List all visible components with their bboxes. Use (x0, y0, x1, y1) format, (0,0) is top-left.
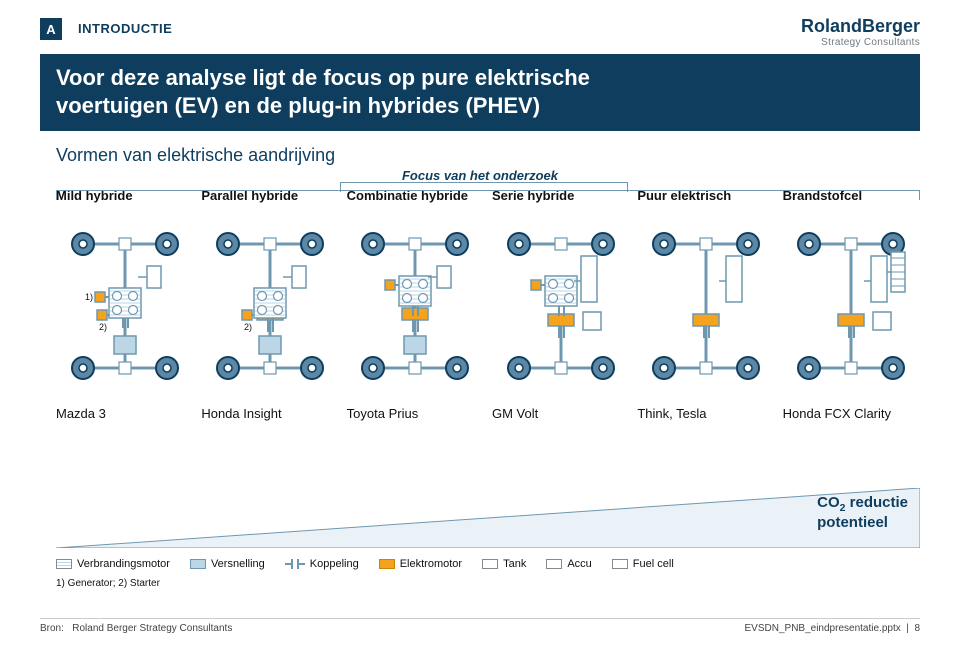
example-2: Toyota Prius (347, 406, 484, 421)
section-badge: A (40, 18, 62, 40)
subheading: Vormen van elektrische aandrijving (0, 145, 960, 168)
legend-swatch-engine (56, 559, 72, 569)
examples-row: Mazda 3 Honda Insight Toyota Prius GM Vo… (0, 386, 960, 421)
legend-item-tank: Tank (482, 558, 526, 570)
legend-label-gearbox: Versnelling (211, 558, 265, 570)
legend-label-tank: Tank (503, 558, 526, 570)
legend-label-battery: Accu (567, 558, 591, 570)
legend: Verbrandingsmotor Versnelling Koppeling Ele… (56, 558, 920, 570)
title-line2: voertuigen (EV) en de plug-in hybrides (… (56, 92, 904, 120)
footer-filename: EVSDN_PNB_eindpresentatie.pptx (745, 623, 901, 634)
svg-text:1): 1) (85, 292, 93, 302)
co2-wedge: CO2 reductie potentieel (56, 488, 920, 548)
legend-label-motor: Elektromotor (400, 558, 462, 570)
legend-item-engine: Verbrandingsmotor (56, 558, 170, 570)
svg-text:2): 2) (244, 322, 252, 332)
diagram-fcev (783, 226, 920, 386)
example-1: Honda Insight (201, 406, 338, 421)
example-3: GM Volt (492, 406, 629, 421)
co2-label: CO2 reductie potentieel (817, 494, 908, 531)
footer-page: 8 (914, 623, 920, 634)
svg-text:2): 2) (99, 322, 107, 332)
bracket-focus (340, 182, 628, 192)
example-0: Mazda 3 (56, 406, 193, 421)
diagrams-row: 2) 1) 2) (0, 222, 960, 386)
diagram-bev (637, 226, 774, 386)
diagram-mild: 2) 1) (56, 226, 193, 386)
legend-swatch-gearbox (190, 559, 206, 569)
brand-logo-sub: Strategy Consultants (801, 37, 920, 48)
brand-logo-top: RolandBerger (801, 16, 920, 37)
diagram-serie (492, 226, 629, 386)
section-label: INTRODUCTIE (78, 18, 172, 36)
diagram-combi (347, 226, 484, 386)
legend-label-fuelcell: Fuel cell (633, 558, 674, 570)
source-text: Roland Berger Strategy Consultants (72, 623, 232, 634)
example-4: Think, Tesla (637, 406, 774, 421)
legend-swatch-motor (379, 559, 395, 569)
legend-swatch-clutch (285, 558, 305, 570)
legend-item-clutch: Koppeling (285, 558, 359, 570)
legend-swatch-tank (482, 559, 498, 569)
footnote: 1) Generator; 2) Starter (56, 578, 160, 589)
focus-label: Focus van het onderzoek (330, 168, 630, 183)
legend-item-motor: Elektromotor (379, 558, 462, 570)
legend-item-gearbox: Versnelling (190, 558, 265, 570)
legend-swatch-fuelcell (612, 559, 628, 569)
legend-label-clutch: Koppeling (310, 558, 359, 570)
diagram-parallel: 2) (201, 226, 338, 386)
title-band: Voor deze analyse ligt de focus op pure … (40, 54, 920, 131)
legend-swatch-battery (546, 559, 562, 569)
footer: Bron: Roland Berger Strategy Consultants… (40, 618, 920, 634)
legend-label-engine: Verbrandingsmotor (77, 558, 170, 570)
example-5: Honda FCX Clarity (783, 406, 920, 421)
brand-logo: RolandBerger Strategy Consultants (801, 16, 920, 48)
legend-item-battery: Accu (546, 558, 591, 570)
legend-item-fuelcell: Fuel cell (612, 558, 674, 570)
title-line1: Voor deze analyse ligt de focus op pure … (56, 64, 904, 92)
source-label: Bron: (40, 623, 64, 634)
